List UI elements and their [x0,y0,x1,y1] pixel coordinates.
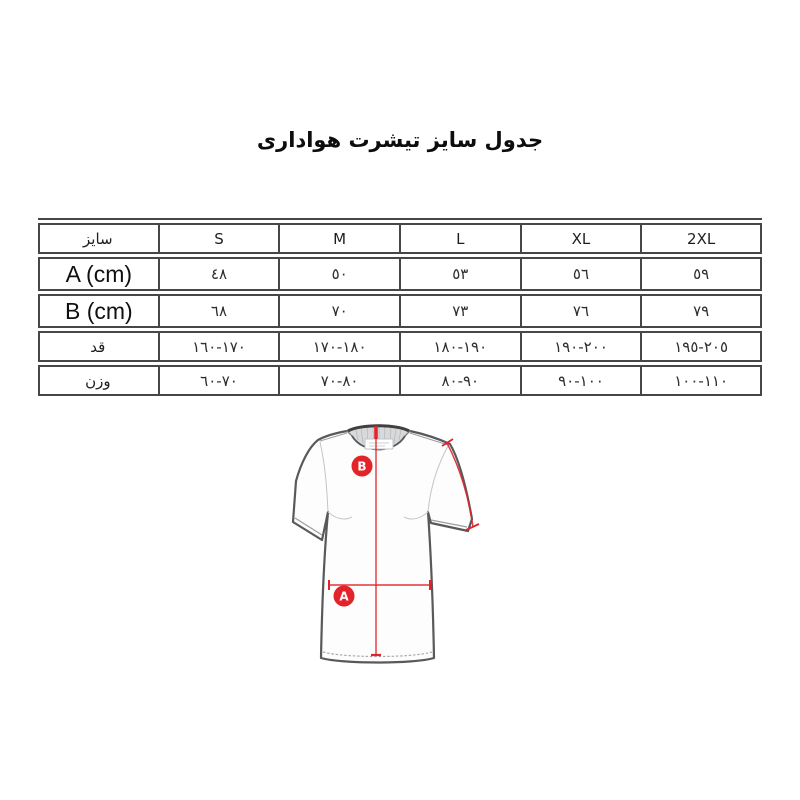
left-underarm-fold [327,511,353,520]
table-row-height: قد ١٦٠‎-‎١٧٠ ١٧٠‎-‎١٨٠ ١٨٠‎-‎١٩٠ ١٩٠‎-‎٢… [38,331,762,362]
row-label-weight: وزن [38,365,159,396]
cell-a-l: ٥٣ [399,257,521,291]
size-header-s: S [158,223,280,254]
measurement-lines [328,426,480,657]
right-cuff-stitch [430,519,468,528]
row-label-b: B (cm) [38,294,159,328]
row-label-a: A (cm) [38,257,159,291]
size-header-2xl: 2XL [641,223,762,254]
cell-height-m: ١٧٠‎-‎١٨٠ [279,331,400,362]
size-column-header: سایز [38,223,159,254]
row-label-height: قد [38,331,159,362]
cell-b-s: ٦٨ [158,294,280,328]
tshirt-outline [291,424,474,664]
cell-a-xl: ٥٦ [520,257,642,291]
hem-stitch [322,651,433,658]
table-row-a: A (cm) ٤٨ ٥٠ ٥٣ ٥٦ ٥٩ [38,257,762,291]
sleeve-line [446,442,474,528]
marker-a-badge [333,585,355,607]
cell-weight-xl: ٩٠‎-‎١٠٠ [520,365,642,396]
collar-top-edge [347,424,410,433]
cell-height-xl: ١٩٠‎-‎٢٠٠ [520,331,642,362]
right-armhole-seam [427,445,449,513]
cell-weight-l: ٨٠‎-‎٩٠ [399,365,521,396]
marker-b-badge [351,455,373,477]
cell-b-m: ٧٠ [279,294,400,328]
right-underarm-fold [403,511,429,520]
size-header-l: L [399,223,521,254]
left-shoulder-stitch [319,432,348,442]
cell-weight-s: ٦٠‎-‎٧٠ [158,365,280,396]
size-header-m: M [279,223,400,254]
left-cuff-stitch [294,517,323,536]
cell-height-s: ١٦٠‎-‎١٧٠ [158,331,280,362]
sleeve-line-top-tick [441,438,454,447]
cell-a-2xl: ٥٩ [641,257,762,291]
cell-weight-2xl: ١٠٠‎-‎١١٠ [641,365,762,396]
cell-a-s: ٤٨ [158,257,280,291]
table-row-b: B (cm) ٦٨ ٧٠ ٧٣ ٧٦ ٧٩ [38,294,762,328]
table-row-weight: وزن ٦٠‎-‎٧٠ ٧٠‎-‎٨٠ ٨٠‎-‎٩٠ ٩٠‎-‎١٠٠ ١٠٠… [38,365,762,396]
size-table: سایز S M L XL 2XL A (cm) ٤٨ ٥٠ ٥٣ ٥٦ ٥٩ … [38,218,762,399]
cell-height-2xl: ١٩٥‎-‎٢٠٥ [641,331,762,362]
tshirt-measurement-diagram: B A [264,413,544,698]
page-title: جدول سایز تیشرت هواداری [256,128,544,152]
marker-a-label: A [339,590,349,604]
cell-a-m: ٥٠ [279,257,400,291]
cell-height-l: ١٨٠‎-‎١٩٠ [399,331,521,362]
neck-label [364,438,394,450]
size-header-xl: XL [520,223,642,254]
marker-b-label: B [357,460,366,474]
sleeve-line-bottom-tick [465,523,480,531]
cell-weight-m: ٧٠‎-‎٨٠ [279,365,400,396]
cell-b-xl: ٧٦ [520,294,642,328]
tshirt-diagram-svg: B A [291,424,480,664]
left-armhole-seam [319,441,329,513]
right-shoulder-stitch [409,432,449,446]
cell-b-l: ٧٣ [399,294,521,328]
table-header-row: سایز S M L XL 2XL [38,223,762,254]
cell-b-2xl: ٧٩ [641,294,762,328]
